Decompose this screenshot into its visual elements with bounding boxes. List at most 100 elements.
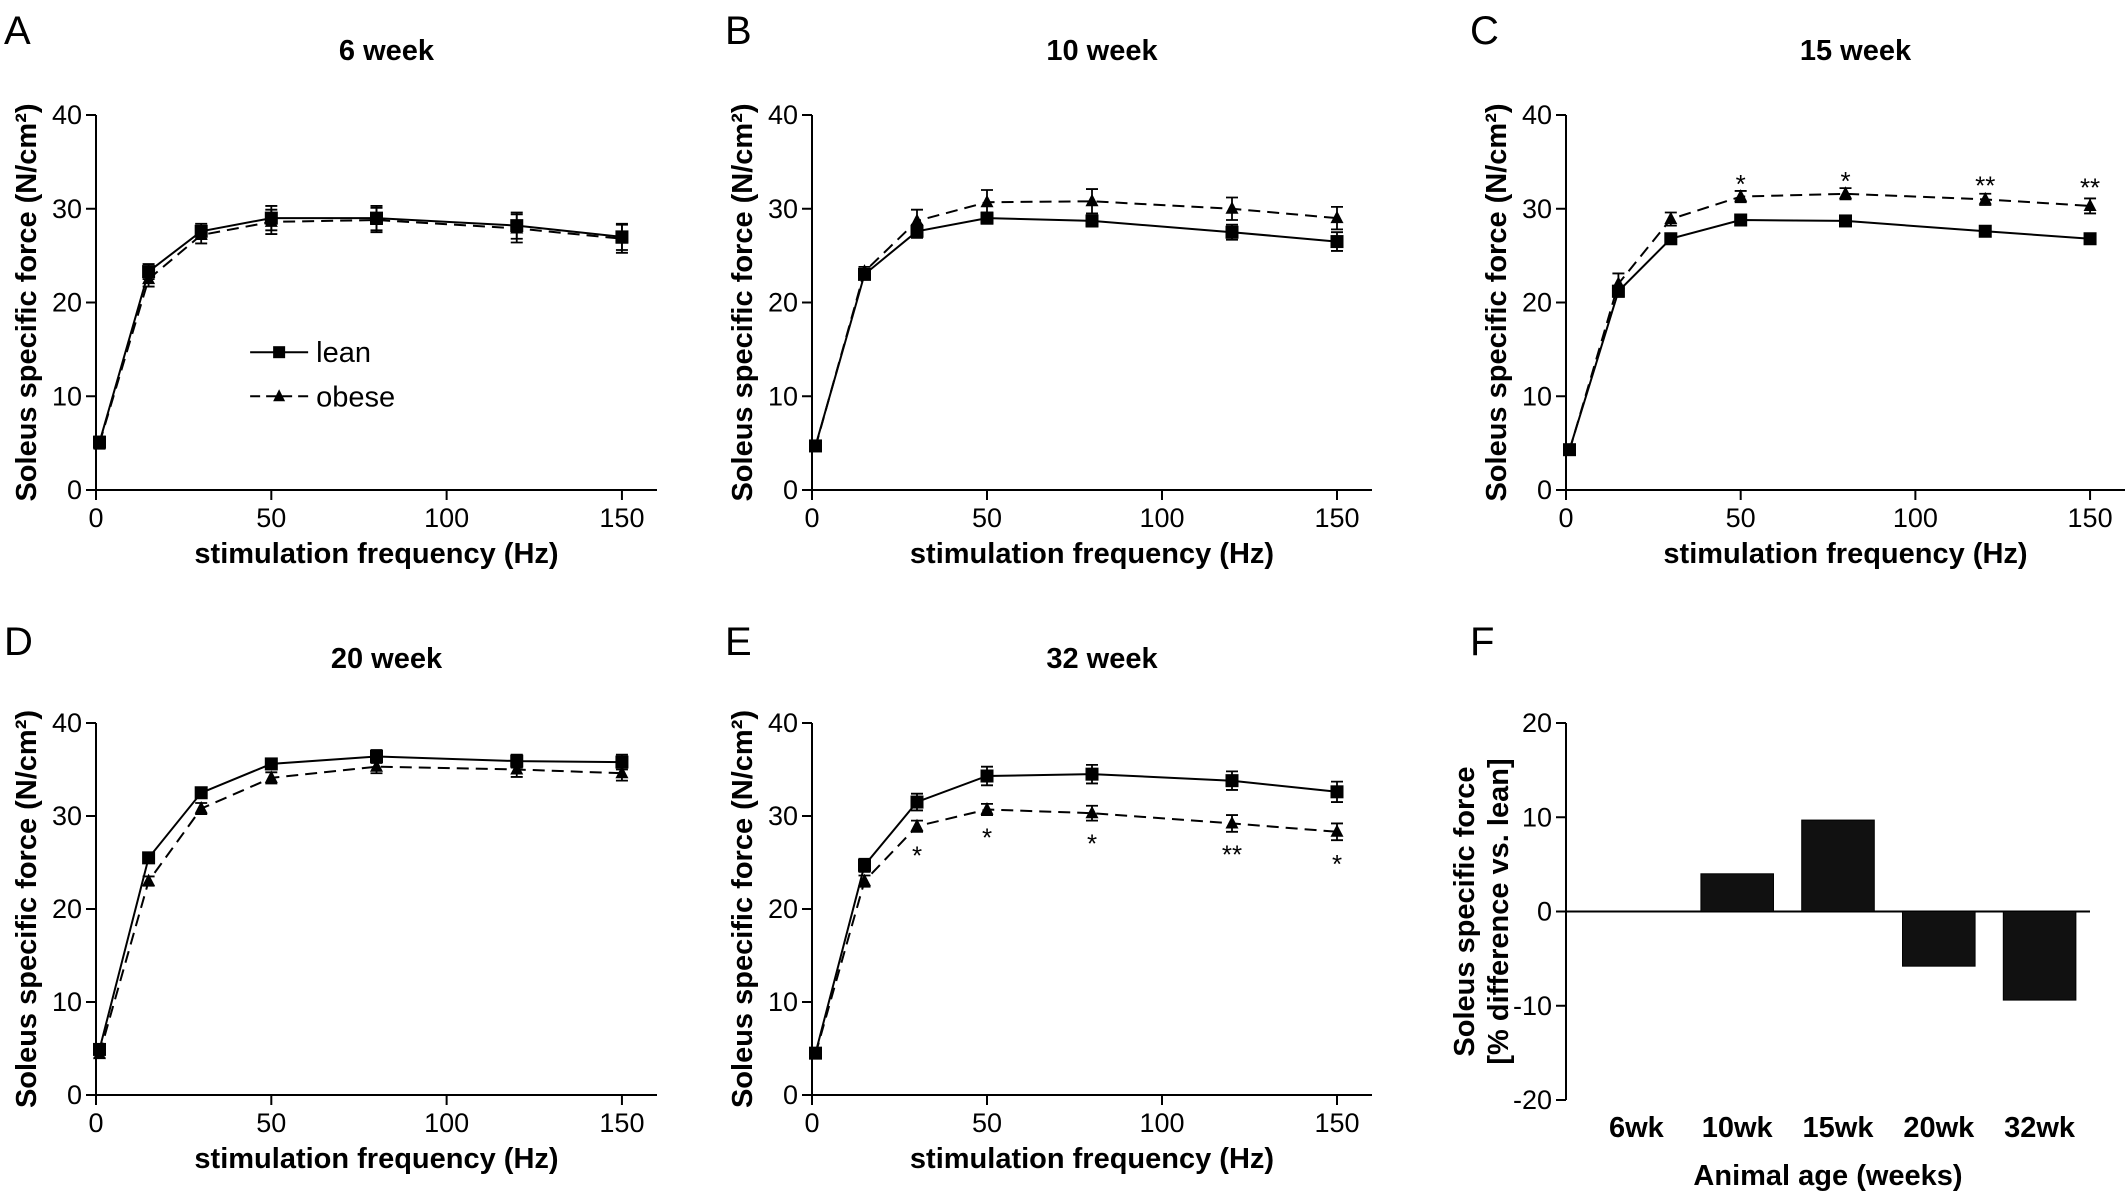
panel-title: 6 week: [339, 35, 435, 67]
data-point-obese: [510, 762, 524, 775]
data-point-obese: [264, 770, 278, 783]
legend-marker-obese: [273, 389, 286, 402]
series-line-obese: [814, 200, 1338, 448]
significance-label: **: [2080, 173, 2100, 203]
x-tick-label: 100: [1139, 503, 1184, 533]
y-tick-label: 40: [52, 708, 82, 738]
panel-letter: B: [725, 9, 752, 53]
data-point-lean: [1734, 213, 1748, 227]
data-point-obese: [980, 194, 994, 208]
bar-32wk: [2002, 911, 2077, 1001]
y-axis-title: Soleus specific force (N/cm²): [727, 103, 759, 501]
y-tick-label: 10: [1522, 381, 1552, 411]
data-point-obese: [93, 435, 107, 449]
data-point-obese: [809, 1046, 822, 1060]
y-axis-title: Soleus specific force (N/cm²): [11, 710, 43, 1108]
series-line-lean: [1568, 218, 2091, 450]
y-tick-label: 0: [783, 1080, 798, 1110]
x-tick-label: 150: [2068, 503, 2113, 533]
data-point-obese: [142, 271, 156, 285]
y-tick-label: 40: [768, 708, 798, 738]
data-point-lean: [1664, 232, 1678, 246]
data-point-lean: [910, 795, 924, 809]
panel-title: 20 week: [331, 643, 443, 675]
y-tick-label: 20: [768, 288, 798, 318]
x-category-label: 15wk: [1803, 1112, 1875, 1144]
significance-label: *: [1332, 849, 1342, 879]
x-tick-label: 0: [804, 1108, 819, 1138]
panel-a: A 6 week 0 10 20 30 40 0 50 100 150 stimulation fre…: [4, 9, 657, 570]
x-tick-label: 150: [1314, 1108, 1359, 1138]
series-line-lean: [814, 217, 1338, 447]
panel-b: B 10 week 0 10 20 30 40 0 50 100 150 stimulation fr…: [725, 9, 1372, 570]
series-line-lean: [98, 755, 622, 1050]
x-tick-label: 100: [1139, 1108, 1184, 1138]
x-tick-label: 100: [1893, 503, 1938, 533]
y-tick-label: 20: [52, 288, 82, 318]
series-lean: [1562, 213, 2097, 457]
y-tick-label: 10: [768, 987, 798, 1017]
series-obese: [809, 188, 1344, 452]
panel-letter: A: [4, 9, 31, 53]
panel-title: 32 week: [1046, 643, 1158, 675]
data-point-obese: [1225, 815, 1239, 829]
y-tick-label: 30: [1522, 194, 1552, 224]
x-tick-label: 150: [599, 1108, 644, 1138]
legend-label-lean: lean: [316, 337, 371, 369]
data-point-lean: [1330, 785, 1344, 799]
data-point-obese: [1330, 210, 1344, 224]
x-axis-title: stimulation frequency (Hz): [194, 1143, 558, 1175]
bar-20wk: [1902, 911, 1976, 967]
x-tick-label: 50: [256, 1108, 286, 1138]
data-point-lean: [2083, 232, 2097, 246]
y-tick-label: 40: [768, 100, 798, 130]
y-tick-label: 0: [1537, 475, 1552, 505]
data-point-obese: [1225, 201, 1239, 214]
data-point-obese: [510, 220, 524, 234]
y-tick-label: -20: [1513, 1085, 1552, 1115]
y-tick-label: 0: [67, 475, 82, 505]
data-point-obese: [370, 759, 383, 772]
y-axis-title: Soleus specific force (N/cm²): [1481, 103, 1513, 501]
panel-letter: D: [4, 620, 33, 664]
data-point-lean: [142, 851, 156, 865]
x-tick-label: 100: [424, 503, 469, 533]
y-tick-label: 30: [768, 801, 798, 831]
panel-c: C 15 week 0 10 20 30 40 0 50 100 150 stimulation fr…: [1470, 9, 2125, 570]
data-point-lean: [1225, 774, 1239, 788]
x-tick-label: 0: [1558, 503, 1573, 533]
data-point-obese: [615, 231, 629, 244]
series-lean: [93, 749, 629, 1056]
x-tick-label: 0: [88, 503, 103, 533]
significance-label: **: [1222, 839, 1242, 869]
panel-letter: C: [1470, 9, 1499, 53]
data-point-obese: [1562, 443, 1576, 456]
series-obese: [93, 206, 629, 450]
y-axis-title: Soleus specific force (N/cm²): [727, 710, 759, 1108]
data-point-lean: [1978, 224, 1992, 238]
data-point-obese: [1734, 189, 1748, 202]
data-point-lean: [1085, 214, 1099, 228]
data-point-obese: [980, 801, 994, 815]
data-point-lean: [1085, 767, 1099, 781]
bar-15wk: [1801, 819, 1875, 913]
y-axis-title-line: Soleus specific force: [1449, 766, 1481, 1056]
y-tick-label: 10: [1522, 802, 1552, 832]
y-tick-label: 30: [52, 194, 82, 224]
legend-marker-lean: [273, 346, 286, 359]
series-obese: [1562, 186, 2097, 456]
significance-label: *: [1736, 169, 1746, 199]
x-tick-label: 50: [256, 503, 286, 533]
series-obese: [809, 801, 1344, 1060]
significance-label: *: [1087, 828, 1097, 858]
y-tick-label: 30: [52, 801, 82, 831]
x-axis-title: stimulation frequency (Hz): [910, 538, 1274, 570]
y-tick-label: 10: [768, 381, 798, 411]
data-point-obese: [2083, 198, 2097, 211]
x-category-label: 20wk: [1903, 1112, 1975, 1144]
x-tick-label: 0: [88, 1108, 103, 1138]
data-point-obese: [809, 439, 822, 452]
data-point-lean: [980, 769, 994, 783]
panel-e: E 32 week 0 10 20 30 40 0 50 100 150 stimulation fr…: [725, 620, 1372, 1175]
